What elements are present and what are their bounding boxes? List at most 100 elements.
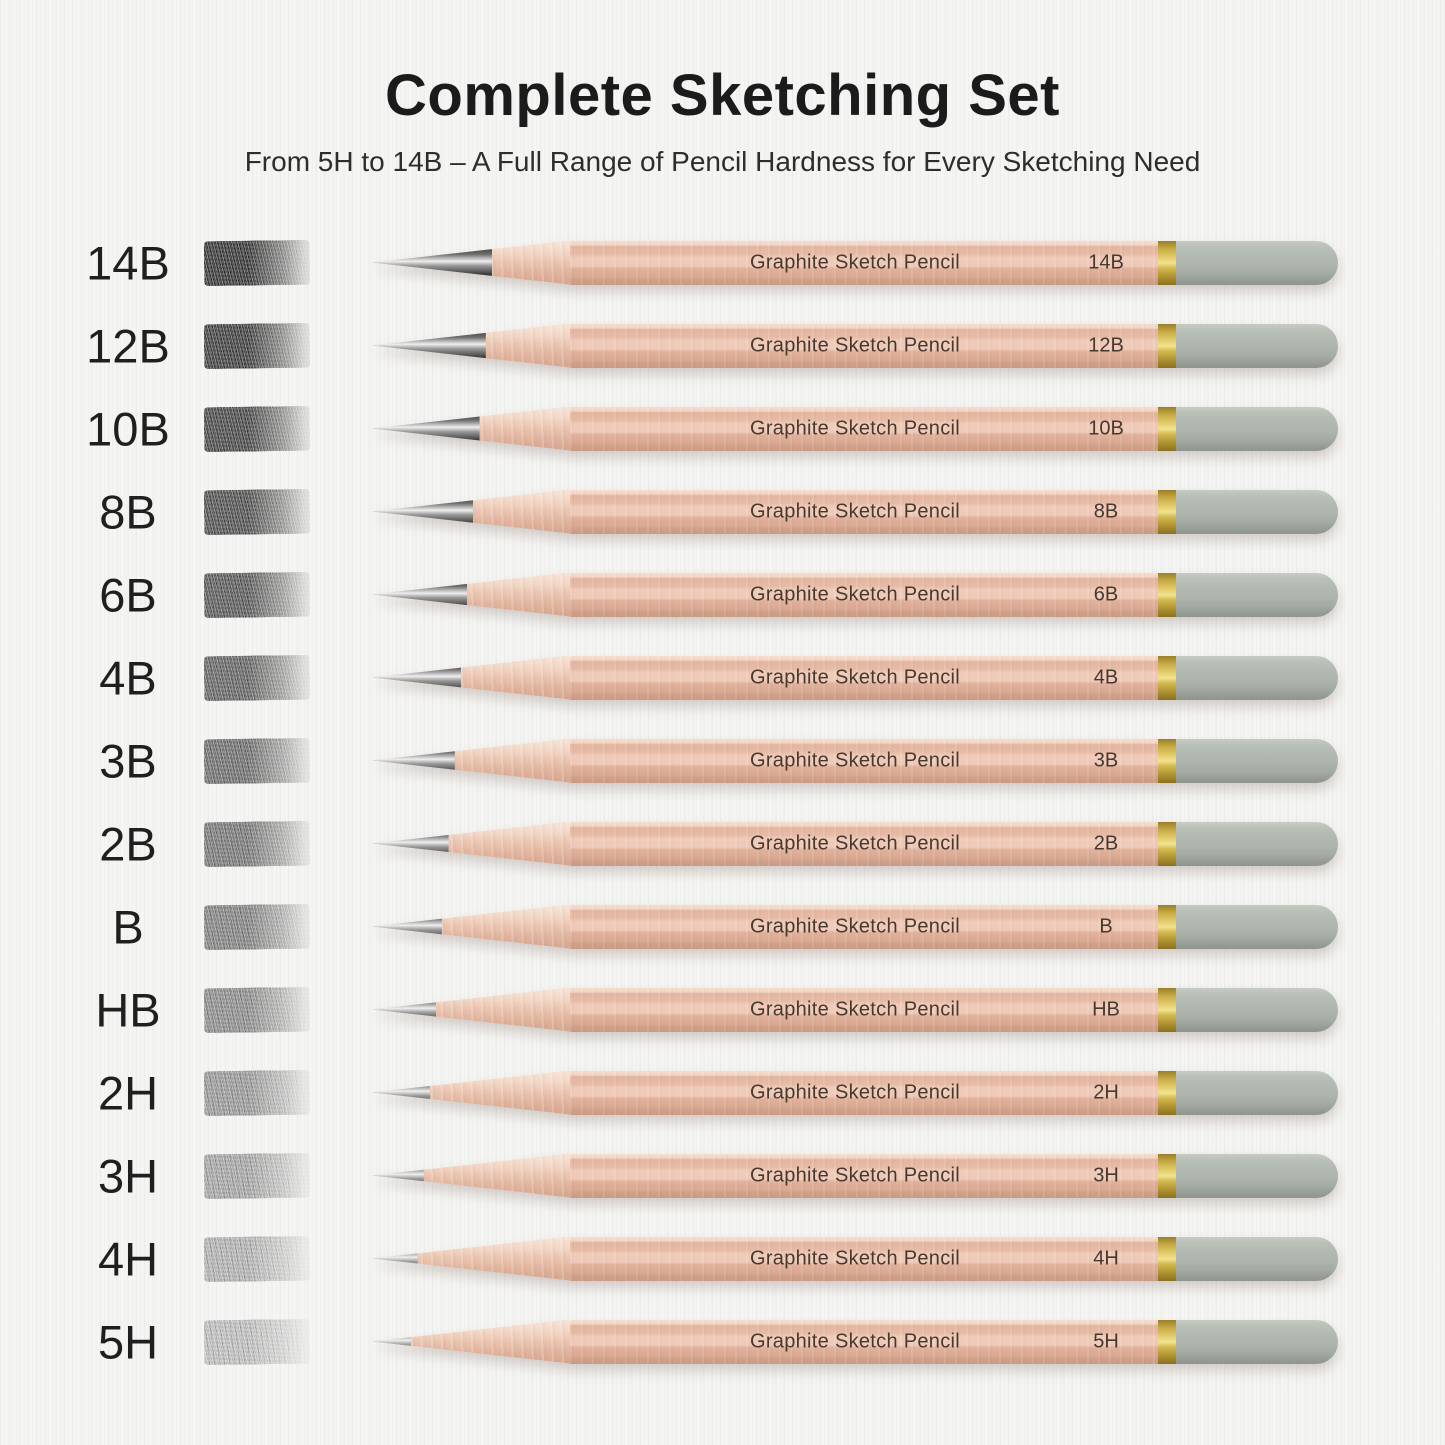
pencil-tip-graphite	[372, 1002, 437, 1017]
pencil-brand-text: Graphite Sketch Pencil	[749, 417, 961, 439]
gold-band	[1158, 738, 1176, 783]
pencil-brand-text: Graphite Sketch Pencil	[749, 583, 961, 605]
pencil-grade-print: 2B	[1093, 832, 1119, 854]
pencil-row-6b: 6B Graphite Sketch Pencil 6B	[0, 553, 1445, 636]
end-cap	[1176, 406, 1338, 451]
pencil-body	[570, 489, 1158, 534]
pencil-row-14b: 14B Graphite Sketch Pencil 14B	[0, 221, 1445, 304]
end-cap	[1176, 655, 1338, 700]
end-cap	[1176, 987, 1338, 1032]
pencil-tip-graphite	[372, 249, 492, 276]
pencil-tip-graphite	[372, 918, 443, 935]
pencil-row-4b: 4B Graphite Sketch Pencil 4B	[0, 636, 1445, 719]
pencil-tip-graphite	[372, 751, 455, 770]
pencil-brand-text: Graphite Sketch Pencil	[749, 749, 961, 771]
graphite-swatch	[203, 737, 311, 784]
graphite-swatch	[203, 405, 311, 452]
pencil-tip-graphite	[372, 583, 468, 606]
gold-band	[1158, 1236, 1176, 1281]
pencil-illustration: Graphite Sketch Pencil 5H	[372, 1319, 1338, 1364]
pencil-body	[570, 240, 1158, 285]
pencil-grade-print: 6B	[1093, 583, 1119, 605]
pencil-list: 14B Graphite Sketch Pencil 14B 12B	[0, 221, 1445, 1383]
grade-label: 4H	[97, 1232, 159, 1285]
graphite-swatch	[203, 571, 311, 618]
pencil-brand-text: Graphite Sketch Pencil	[749, 1330, 961, 1352]
end-cap	[1176, 572, 1338, 617]
pencil-row-3h: 3H Graphite Sketch Pencil 3H	[0, 1134, 1445, 1217]
pencil-body	[570, 323, 1158, 368]
pencil-brand-text: Graphite Sketch Pencil	[749, 334, 961, 356]
end-cap	[1176, 904, 1338, 949]
pencil-grade-print: 4H	[1093, 1247, 1119, 1269]
pencil-body	[570, 904, 1158, 949]
pencil-body	[570, 1070, 1158, 1115]
pencil-grade-print: 2H	[1093, 1081, 1119, 1103]
pencil-tip-graphite	[372, 1337, 412, 1346]
pencil-body	[570, 572, 1158, 617]
pencil-row-hb: HB Graphite Sketch Pencil HB	[0, 968, 1445, 1051]
pencil-tip-graphite	[372, 1253, 418, 1264]
end-cap	[1176, 1070, 1338, 1115]
pencil-illustration: Graphite Sketch Pencil 4H	[372, 1236, 1338, 1281]
end-cap	[1176, 240, 1338, 285]
graphite-swatch	[203, 820, 311, 867]
gold-band	[1158, 655, 1176, 700]
pencil-row-12b: 12B Graphite Sketch Pencil 12B	[0, 304, 1445, 387]
pencil-body	[570, 655, 1158, 700]
end-cap	[1176, 489, 1338, 534]
pencil-brand-text: Graphite Sketch Pencil	[749, 666, 961, 688]
grade-label: 14B	[86, 236, 170, 289]
end-cap	[1176, 323, 1338, 368]
page-subtitle: From 5H to 14B – A Full Range of Pencil …	[244, 146, 1201, 177]
grade-label: 10B	[86, 402, 170, 455]
grade-label: 8B	[99, 485, 157, 538]
graphite-swatch	[203, 239, 311, 286]
pencil-tip-graphite	[372, 1169, 424, 1182]
pencil-body	[570, 1319, 1158, 1364]
end-cap	[1176, 1236, 1338, 1281]
grade-label: 5H	[97, 1315, 159, 1368]
graphite-swatch	[203, 1235, 311, 1282]
graphite-swatch	[203, 322, 311, 369]
pencil-illustration: Graphite Sketch Pencil 6B	[372, 572, 1338, 617]
grade-label: 6B	[99, 568, 157, 621]
pencil-brand-text: Graphite Sketch Pencil	[749, 915, 961, 937]
graphite-swatch	[203, 1152, 311, 1199]
pencil-tip-graphite	[372, 834, 449, 853]
pencil-body	[570, 821, 1158, 866]
gold-band	[1158, 489, 1176, 534]
pencil-illustration: Graphite Sketch Pencil 12B	[372, 323, 1338, 368]
pencil-brand-text: Graphite Sketch Pencil	[749, 1081, 961, 1103]
graphite-swatch	[203, 1069, 311, 1116]
pencil-brand-text: Graphite Sketch Pencil	[749, 832, 961, 854]
pencil-tip-graphite	[372, 416, 480, 441]
pencil-illustration: Graphite Sketch Pencil 2H	[372, 1070, 1338, 1115]
pencil-row-4h: 4H Graphite Sketch Pencil 4H	[0, 1217, 1445, 1300]
gold-band	[1158, 1319, 1176, 1364]
pencil-tip-graphite	[372, 1086, 430, 1099]
page-title: Complete Sketching Set	[385, 63, 1060, 128]
gold-band	[1158, 406, 1176, 451]
pencil-body	[570, 406, 1158, 451]
pencil-row-3b: 3B Graphite Sketch Pencil 3B	[0, 719, 1445, 802]
pencil-row-2h: 2H Graphite Sketch Pencil 2H	[0, 1051, 1445, 1134]
graphite-swatch	[203, 903, 311, 950]
pencil-grade-print: 8B	[1093, 500, 1119, 522]
pencil-tip-graphite	[372, 332, 486, 359]
pencil-illustration: Graphite Sketch Pencil HB	[372, 987, 1338, 1032]
pencil-row-10b: 10B Graphite Sketch Pencil 10B	[0, 387, 1445, 470]
graphite-swatch	[203, 654, 311, 701]
pencil-row-2b: 2B Graphite Sketch Pencil 2B	[0, 802, 1445, 885]
graphite-swatch	[203, 986, 311, 1033]
pencil-illustration: Graphite Sketch Pencil 3B	[372, 738, 1338, 783]
grade-label: 3B	[99, 734, 157, 787]
gold-band	[1158, 904, 1176, 949]
pencil-grade-print: 4B	[1093, 666, 1119, 688]
pencil-body	[570, 987, 1158, 1032]
pencil-brand-text: Graphite Sketch Pencil	[749, 500, 961, 522]
graphite-swatch	[203, 488, 311, 535]
grade-label: B	[112, 900, 144, 953]
pencil-grade-print: 3H	[1093, 1164, 1119, 1186]
